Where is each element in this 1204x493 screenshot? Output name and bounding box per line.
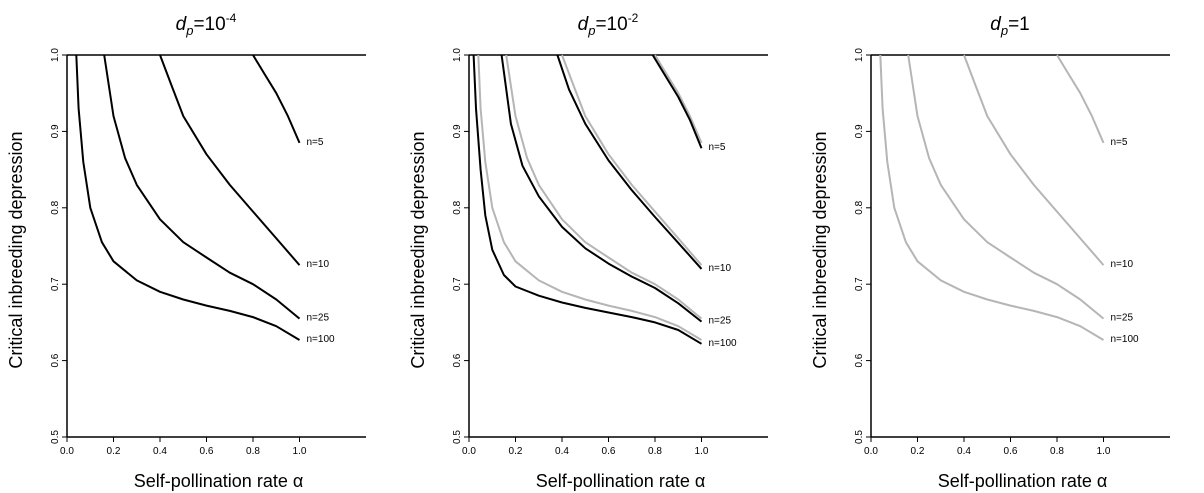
- series-line-n-10: [963, 54, 1105, 266]
- y-tick-label: 0.5: [854, 430, 865, 444]
- x-tick-label: 0.2: [509, 446, 523, 457]
- series-line-n-5: [651, 54, 703, 149]
- series-line-grey-0: [654, 54, 703, 144]
- panel-3: 0.5 0.6 0.7 0.8 0.9 1.0 0.0 0.2 0.4 0.6 0.8 1.0 Self…: [810, 14, 1170, 491]
- x-tick-label: 0.2: [911, 446, 925, 457]
- y-tick-label: 0.5: [452, 430, 463, 444]
- series-label: n=5: [709, 142, 726, 153]
- y-tick-label: 1.0: [452, 48, 463, 62]
- x-tick-label: 0.2: [107, 446, 121, 457]
- series-label: n=5: [1111, 137, 1128, 148]
- series-line-n-100: [879, 54, 1105, 341]
- y-tick-label: 0.7: [854, 277, 865, 291]
- series-label: n=5: [307, 137, 324, 148]
- y-tick-label: 0.8: [50, 200, 61, 214]
- series-line-n-100: [472, 54, 703, 345]
- series-line-n-5: [252, 54, 301, 144]
- series-line-grey-1: [561, 54, 703, 266]
- y-tick-label: 0.9: [452, 124, 463, 138]
- x-tick-label: 0.4: [957, 446, 971, 457]
- x-tick-label: 0.6: [1004, 446, 1018, 457]
- x-tick-label: 0.0: [60, 446, 74, 457]
- panel-title: dp=1: [990, 14, 1029, 38]
- series-line-n-25: [907, 54, 1105, 320]
- series-line-n-10: [159, 54, 301, 266]
- y-axis-label: Critical inbreeding depression: [408, 131, 428, 368]
- x-tick-label: 0.0: [462, 446, 476, 457]
- x-tick-label: 0.6: [200, 446, 214, 457]
- y-tick-label: 0.6: [854, 353, 865, 367]
- panel-title: dp=10-4: [176, 11, 237, 38]
- y-tick-label: 0.8: [452, 200, 463, 214]
- y-tick-label: 0.6: [452, 353, 463, 367]
- x-tick-label: 0.4: [555, 446, 569, 457]
- x-tick-label: 1.0: [695, 446, 709, 457]
- series-line-grey-3: [477, 54, 703, 341]
- y-axis-label: Critical inbreeding depression: [810, 131, 830, 368]
- series-line-n-10: [556, 54, 703, 270]
- x-axis-label: Self-pollination rate α: [938, 471, 1108, 491]
- x-axis-label: Self-pollination rate α: [536, 471, 706, 491]
- y-tick-label: 0.9: [854, 124, 865, 138]
- series-label: n=25: [1111, 313, 1134, 324]
- x-tick-label: 0.6: [602, 446, 616, 457]
- panel-1: 0.5 0.6 0.7 0.8 0.9 1.0 0.0 0.2 0.4 0.6 0.8 1.0 Self…: [6, 11, 366, 491]
- series-label: n=25: [709, 316, 732, 327]
- series-label: n=100: [1111, 334, 1140, 345]
- series-label: n=100: [307, 334, 336, 345]
- series-line-n-25: [500, 54, 703, 323]
- y-tick-label: 1.0: [50, 48, 61, 62]
- y-tick-label: 1.0: [854, 48, 865, 62]
- x-tick-label: 0.4: [153, 446, 167, 457]
- x-tick-label: 1.0: [293, 446, 307, 457]
- y-tick-label: 0.7: [452, 277, 463, 291]
- series-label: n=10: [709, 263, 732, 274]
- x-axis-label: Self-pollination rate α: [134, 471, 304, 491]
- series-line-n-100: [75, 54, 301, 341]
- series-label: n=100: [709, 338, 738, 349]
- series-line-n-25: [103, 54, 301, 320]
- x-tick-label: 0.8: [246, 446, 260, 457]
- y-tick-label: 0.6: [50, 353, 61, 367]
- series-label: n=10: [1111, 259, 1134, 270]
- x-tick-label: 0.0: [864, 446, 878, 457]
- panel-title: dp=10-2: [578, 11, 639, 38]
- y-axis-label: Critical inbreeding depression: [6, 131, 26, 368]
- x-tick-label: 0.8: [1050, 446, 1064, 457]
- series-label: n=10: [307, 259, 330, 270]
- y-tick-label: 0.5: [50, 430, 61, 444]
- x-tick-label: 1.0: [1097, 446, 1111, 457]
- panel-2: 0.5 0.6 0.7 0.8 0.9 1.0 0.0 0.2 0.4 0.6 0.8 1.0 Self…: [408, 11, 768, 491]
- series-line-n-5: [1056, 54, 1105, 144]
- series-line-grey-2: [505, 54, 703, 320]
- series-label: n=25: [307, 313, 330, 324]
- y-tick-label: 0.9: [50, 124, 61, 138]
- y-tick-label: 0.7: [50, 277, 61, 291]
- x-tick-label: 0.8: [648, 446, 662, 457]
- y-tick-label: 0.8: [854, 200, 865, 214]
